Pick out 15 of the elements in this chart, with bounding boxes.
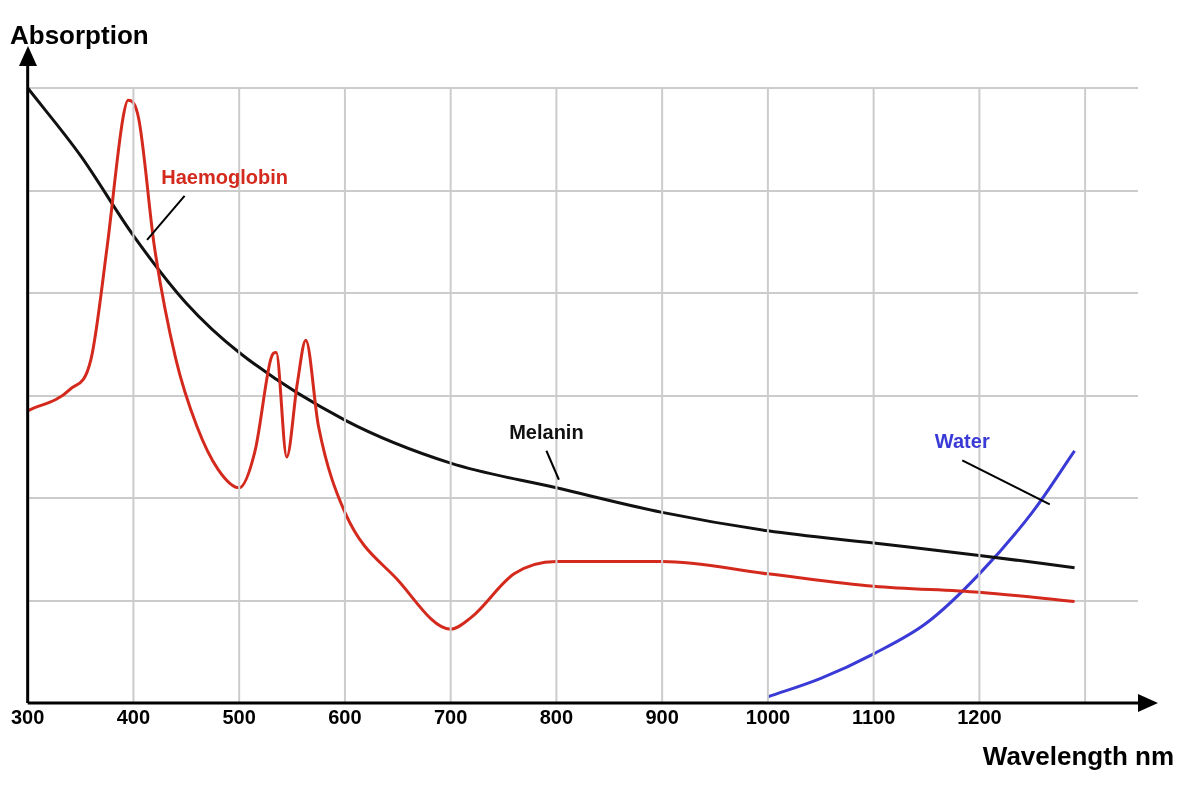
text: Water [934, 430, 990, 453]
x-tick-label: 600 [328, 705, 362, 728]
x-tick-label: 400 [116, 705, 151, 728]
series-label: Haemoglobin [161, 165, 288, 188]
x-tick-label: 1100 [851, 705, 896, 728]
y-axis-title: Absorption [10, 20, 149, 50]
x-tick-label: 700 [433, 705, 468, 728]
x-axis-title: Wavelength nm [982, 741, 1174, 771]
x-tick-label: 1000 [745, 705, 791, 728]
x-tick-label: 1200 [957, 705, 1002, 728]
x-tick-label: 800 [539, 705, 574, 728]
x-tick-label: 300 [11, 705, 45, 728]
x-tick-label: 500 [222, 705, 256, 728]
x-tick-label: 900 [645, 705, 679, 728]
series-label: Melanin [509, 420, 584, 443]
